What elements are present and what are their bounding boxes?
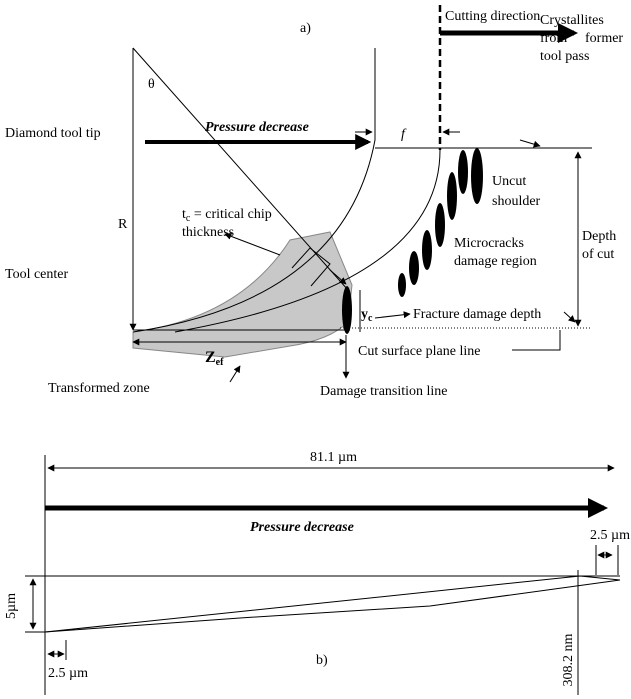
label: a) — [300, 21, 311, 36]
label: Z — [205, 349, 216, 366]
label: 308.2 nm — [561, 633, 576, 686]
label: damage region — [454, 254, 537, 269]
label: thickness — [182, 225, 234, 240]
label: of cut — [582, 247, 614, 262]
panel-b-labels: 81.1 µm Pressure decrease 2.5 µm 5µm 308… — [4, 450, 630, 686]
label: Diamond tool tip — [5, 126, 101, 141]
label: c — [368, 313, 373, 324]
label: Cut surface plane line — [358, 344, 480, 359]
diagram: a) Cutting direction θ f Crystallites fr… — [0, 0, 631, 699]
label: Pressure decrease — [250, 520, 354, 535]
label: = critical chip — [190, 207, 271, 222]
label: shoulder — [492, 194, 541, 209]
label: b) — [316, 653, 328, 668]
label: Transformed zone — [48, 381, 150, 396]
label: f — [401, 127, 407, 142]
label: y — [361, 307, 368, 322]
label: 2.5 µm — [48, 666, 88, 681]
label: Tool center — [5, 267, 68, 282]
label: 5µm — [4, 593, 19, 619]
label: Depth — [582, 229, 616, 244]
label: tool pass — [540, 49, 589, 64]
label: from — [540, 31, 567, 46]
label: yc — [361, 307, 373, 324]
label: Uncut — [492, 174, 526, 189]
label: R — [118, 217, 128, 232]
label: former — [585, 31, 623, 46]
label: Cutting direction — [445, 9, 540, 24]
label: θ — [148, 77, 155, 92]
label: 2.5 µm — [590, 528, 630, 543]
label: tc = critical chip — [182, 207, 272, 224]
label: Damage transition line — [320, 384, 448, 399]
label: 81.1 µm — [310, 450, 357, 465]
label: Fracture damage depth — [413, 307, 541, 322]
label: ef — [216, 357, 224, 368]
label: Crystallites — [540, 13, 604, 28]
label: Microcracks — [454, 236, 524, 251]
label: Pressure decrease — [205, 120, 309, 135]
